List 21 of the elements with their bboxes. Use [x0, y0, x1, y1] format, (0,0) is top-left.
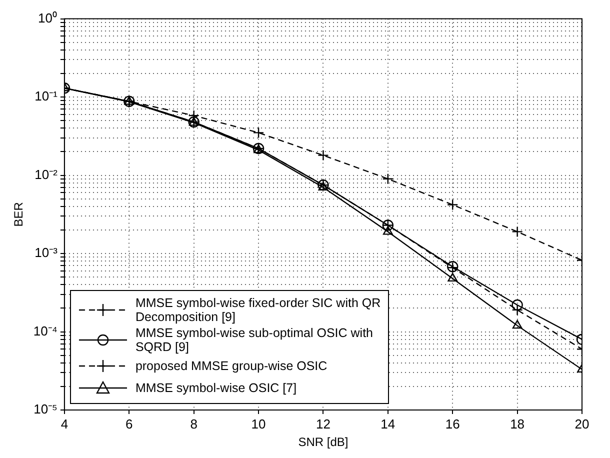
x-tick-label: 18	[510, 416, 525, 432]
legend-label: MMSE symbol-wise fixed-order SIC with QR Decomposition [9]	[135, 296, 382, 324]
legend-label: proposed MMSE group-wise OSIC	[135, 359, 328, 373]
y-tick-label: 10⁻¹	[34, 88, 58, 104]
x-tick-label: 16	[445, 416, 460, 432]
y-tick-label: 10⁻³	[34, 245, 58, 260]
x-tick-label: 8	[190, 416, 198, 432]
y-tick-label: 10⁻²	[34, 166, 58, 182]
legend-label: MMSE symbol-wise OSIC [7]	[135, 381, 297, 395]
x-tick-label: 20	[574, 416, 590, 432]
y-tick-label: 10⁻⁴	[33, 323, 58, 338]
x-tick-label: 10	[251, 416, 266, 432]
x-tick-label: 12	[316, 416, 330, 432]
x-tick-label: 6	[126, 416, 133, 432]
x-axis-title: SNR [dB]	[298, 435, 348, 450]
x-tick-label: 14	[380, 416, 396, 432]
x-tick-label: 4	[60, 416, 68, 432]
y-tick-label: 10⁻⁵	[34, 402, 58, 417]
y-tick-label: 10⁰	[38, 10, 58, 26]
legend-label: MMSE symbol-wise sub-optimal OSIC with SQRD [9]	[135, 326, 374, 354]
y-axis-title: BER	[12, 202, 26, 227]
